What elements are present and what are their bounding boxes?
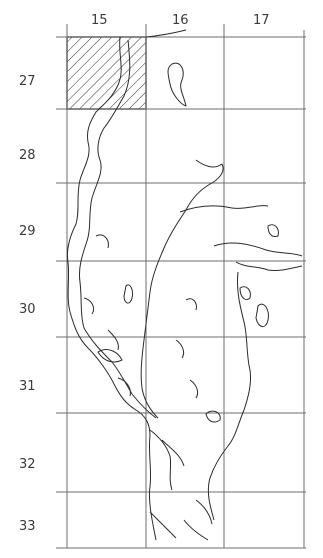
row-label-30: 30 xyxy=(19,302,36,317)
column-label-16: 16 xyxy=(172,13,189,28)
inlet-outline xyxy=(97,349,123,363)
column-label-15: 15 xyxy=(91,13,108,28)
longitude-ticks xyxy=(66,24,225,30)
island-outline xyxy=(267,224,279,237)
east-coast-south xyxy=(207,271,251,521)
column-label-17: 17 xyxy=(253,13,270,28)
inner-west-coastline xyxy=(79,39,157,419)
coastline xyxy=(67,29,303,541)
ridge-line xyxy=(179,205,269,213)
row-label-33: 33 xyxy=(19,519,36,534)
row-label-28: 28 xyxy=(19,148,36,163)
row-label-32: 32 xyxy=(19,457,36,472)
coast-detail xyxy=(83,234,131,397)
east-coastline xyxy=(140,159,224,419)
island-outline xyxy=(167,62,187,107)
grid-lines xyxy=(56,30,306,549)
coast-tip xyxy=(145,29,187,38)
west-coastline xyxy=(67,36,157,541)
row-label-31: 31 xyxy=(19,379,36,394)
highlighted-cell xyxy=(66,36,147,110)
island-outline xyxy=(255,303,269,327)
southern-tip xyxy=(149,429,213,541)
row-label-27: 27 xyxy=(19,74,36,89)
row-label-29: 29 xyxy=(19,224,36,239)
island-outline xyxy=(205,410,221,423)
east-coastline-lower xyxy=(235,261,303,271)
coast-detail xyxy=(175,298,199,399)
ridge-line-2 xyxy=(213,242,303,257)
inlet-outline xyxy=(123,284,133,304)
island-outline xyxy=(239,286,251,301)
